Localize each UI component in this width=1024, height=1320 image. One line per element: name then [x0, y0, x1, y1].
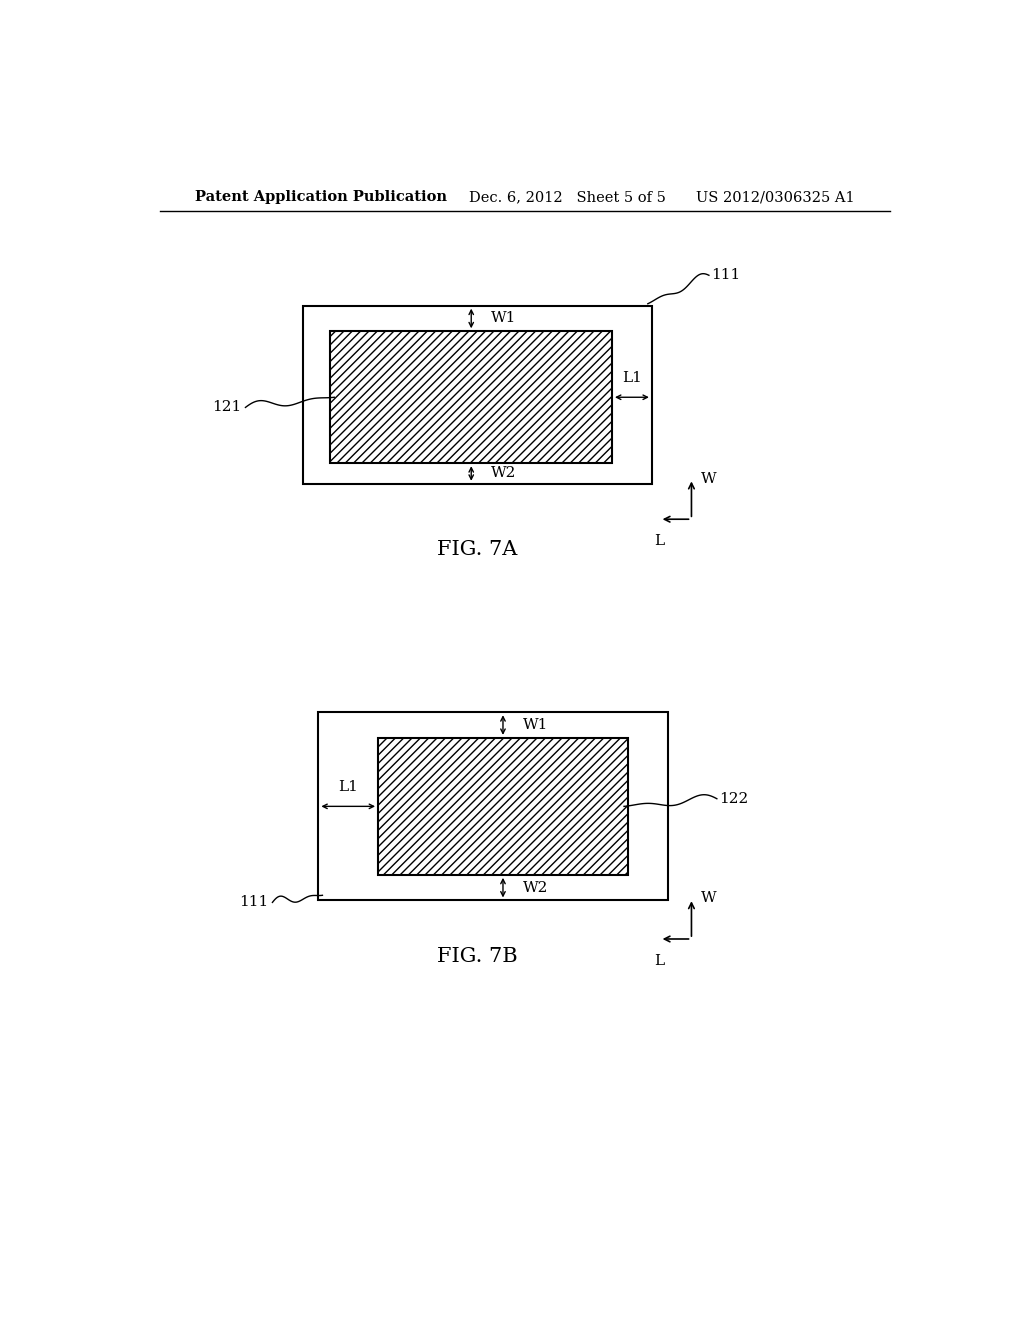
- Text: US 2012/0306325 A1: US 2012/0306325 A1: [695, 190, 854, 205]
- Text: W1: W1: [523, 718, 548, 733]
- Text: L: L: [654, 535, 665, 549]
- Bar: [331, 331, 612, 463]
- Text: 111: 111: [240, 895, 268, 909]
- Text: FIG. 7B: FIG. 7B: [437, 946, 517, 966]
- Text: L1: L1: [622, 371, 642, 385]
- Text: W1: W1: [492, 312, 516, 326]
- Text: 111: 111: [712, 268, 740, 282]
- Text: W: W: [701, 891, 717, 906]
- Text: W: W: [701, 471, 717, 486]
- Text: W2: W2: [523, 880, 548, 895]
- Text: 121: 121: [212, 400, 242, 414]
- Text: FIG. 7A: FIG. 7A: [437, 540, 517, 560]
- Text: L: L: [654, 954, 665, 969]
- Text: Patent Application Publication: Patent Application Publication: [196, 190, 447, 205]
- Bar: [378, 738, 628, 875]
- Bar: [303, 306, 652, 483]
- Text: 122: 122: [719, 792, 749, 805]
- Bar: [318, 713, 668, 900]
- Text: L1: L1: [338, 780, 358, 795]
- Text: Dec. 6, 2012   Sheet 5 of 5: Dec. 6, 2012 Sheet 5 of 5: [469, 190, 667, 205]
- Text: W2: W2: [492, 466, 516, 480]
